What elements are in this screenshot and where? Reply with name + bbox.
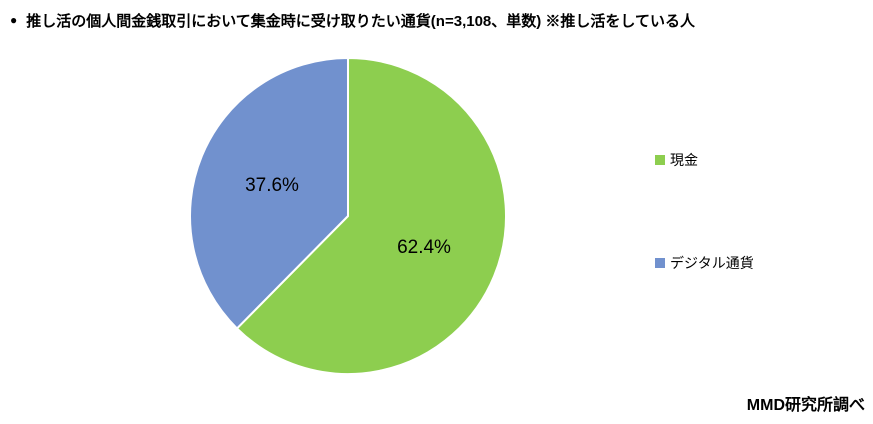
pie-chart: 62.4% 37.6% bbox=[189, 57, 508, 375]
pie-slice-digital-currency bbox=[189, 57, 349, 330]
legend-item-cash: 現金 bbox=[655, 151, 698, 169]
chart-title-text: 推し活の個人間金銭取引において集金時に受け取りたい通貨(n=3,108、単数) … bbox=[26, 13, 695, 30]
legend-label-digital-currency: デジタル通貨 bbox=[670, 255, 754, 271]
source-credit: MMD研究所調べ bbox=[746, 397, 865, 414]
legend-label-cash: 現金 bbox=[670, 152, 698, 168]
legend-swatch-digital-currency-icon bbox=[655, 258, 665, 268]
pie-data-label-digital-currency: 37.6% bbox=[245, 175, 299, 196]
bullet-icon: ● bbox=[10, 13, 18, 27]
legend-swatch-cash-icon bbox=[655, 155, 665, 165]
pie-data-label-cash: 62.4% bbox=[397, 237, 451, 258]
pie-slice-cash bbox=[235, 57, 508, 375]
legend-item-digital-currency: デジタル通貨 bbox=[655, 254, 754, 272]
chart-title: ● 推し活の個人間金銭取引において集金時に受け取りたい通貨(n=3,108、単数… bbox=[10, 10, 695, 31]
